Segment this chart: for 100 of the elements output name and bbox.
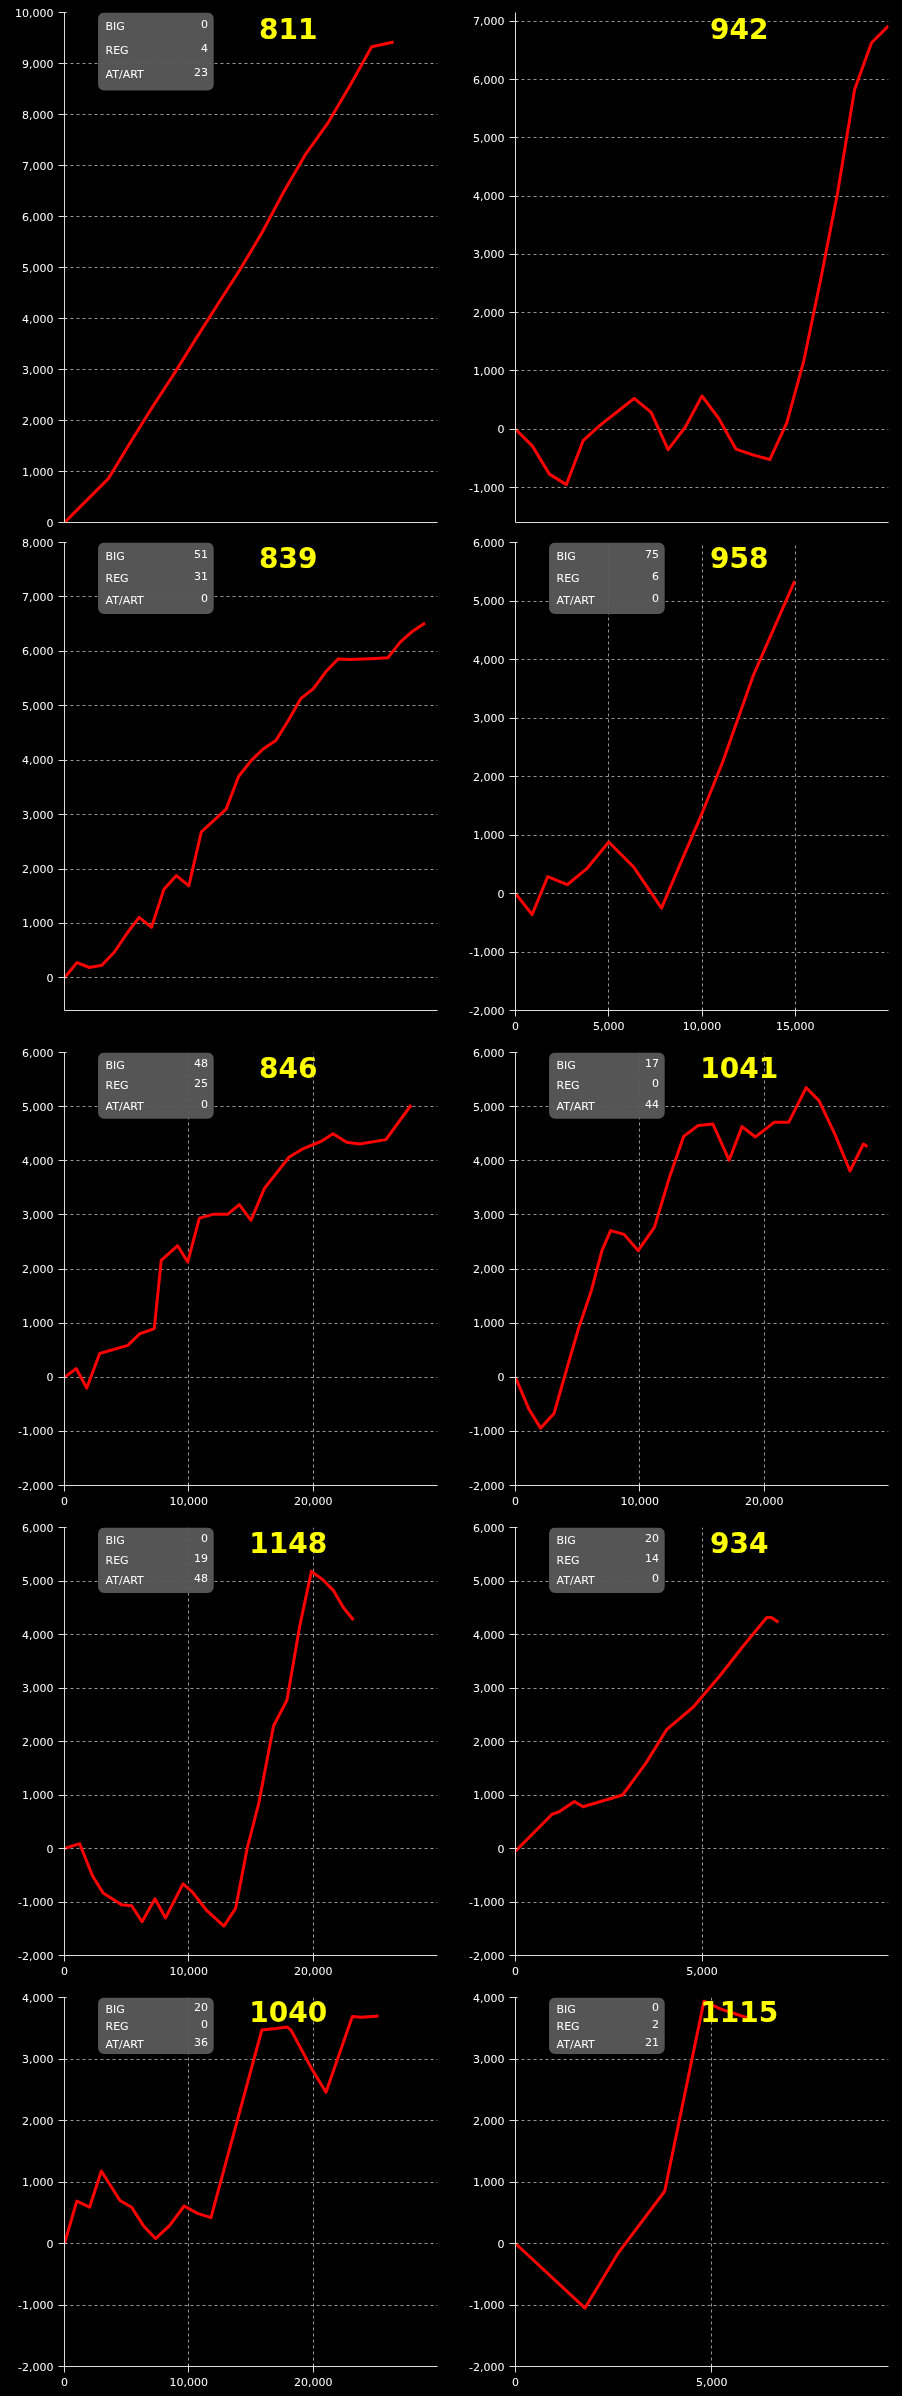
x-tick-label: 20,000 bbox=[293, 1964, 333, 1978]
y-tick-label: 10,000 bbox=[15, 6, 54, 20]
y-tick-label: 0 bbox=[497, 887, 505, 901]
y-tick-label: 5,000 bbox=[22, 699, 54, 713]
annotation: AT/ART bbox=[105, 2037, 144, 2051]
y-tick-label: 4,000 bbox=[473, 653, 505, 667]
y-tick-label: -1,000 bbox=[469, 1425, 505, 1439]
annotation: 0 bbox=[652, 591, 660, 605]
y-tick-label: 6,000 bbox=[22, 210, 54, 224]
line-series bbox=[64, 40, 396, 523]
annotation: 44 bbox=[645, 1097, 660, 1111]
x-tick-label: 10,000 bbox=[682, 1019, 722, 1033]
y-tick-label: 2,000 bbox=[22, 2114, 54, 2128]
x-tick-label: 5,000 bbox=[686, 1964, 718, 1978]
y-tick-label: 3,000 bbox=[473, 1208, 505, 1222]
y-tick-label: 2,000 bbox=[473, 1263, 505, 1276]
y-tick-label: 4,000 bbox=[22, 1991, 54, 2005]
annotation: 51 bbox=[194, 547, 209, 561]
y-tick-label: 2,000 bbox=[473, 1735, 505, 1749]
y-tick-label: 3,000 bbox=[22, 363, 54, 377]
y-tick-label: 0 bbox=[497, 2237, 505, 2251]
y-tick-label: -2,000 bbox=[469, 2360, 505, 2374]
y-tick-label: 1,000 bbox=[473, 1317, 505, 1331]
y-tick-label: 9,000 bbox=[22, 57, 54, 71]
annotation: AT/ART bbox=[105, 1099, 144, 1113]
annotation: BIG bbox=[105, 2003, 125, 2017]
y-tick-label: 5,000 bbox=[473, 1575, 505, 1588]
annotation: BIG bbox=[556, 1058, 576, 1072]
y-tick-label: 4,000 bbox=[22, 754, 54, 768]
y-tick-label: 1,000 bbox=[473, 364, 505, 378]
annotation: AT/ART bbox=[105, 593, 144, 607]
chart-title: 942 bbox=[710, 12, 769, 46]
annotation: REG bbox=[105, 1079, 129, 1093]
y-tick-label: 5,000 bbox=[22, 1100, 54, 1114]
x-tick-label: 10,000 bbox=[620, 1494, 660, 1508]
x-tick-label: 5,000 bbox=[696, 2375, 728, 2389]
y-tick-label: 2,000 bbox=[473, 2114, 505, 2128]
x-tick-label: 0 bbox=[61, 1494, 68, 1508]
y-tick-label: 5,000 bbox=[473, 131, 505, 145]
annotation: 0 bbox=[201, 1531, 209, 1545]
x-tick-label: 10,000 bbox=[169, 1964, 209, 1978]
y-tick-label: 4,000 bbox=[22, 1154, 54, 1168]
y-tick-label: 3,000 bbox=[473, 712, 505, 725]
annotation: 21 bbox=[645, 2035, 660, 2049]
line-series bbox=[64, 1569, 355, 1928]
y-tick-label: 3,000 bbox=[22, 1682, 54, 1695]
annotation: 0 bbox=[201, 2018, 209, 2032]
annotation: 0 bbox=[652, 2001, 660, 2015]
chart-title: 839 bbox=[259, 542, 318, 576]
y-tick-label: 5,000 bbox=[22, 261, 54, 275]
annotation: 25 bbox=[194, 1077, 209, 1091]
y-tick-label: -1,000 bbox=[469, 1896, 505, 1909]
x-tick-label: 0 bbox=[61, 1964, 68, 1978]
y-tick-label: 4,000 bbox=[473, 1991, 505, 2005]
y-tick-label: 5,000 bbox=[473, 1100, 505, 1114]
annotation: REG bbox=[556, 2020, 580, 2034]
y-tick-label: -2,000 bbox=[469, 1949, 505, 1963]
y-tick-label: 2,000 bbox=[22, 414, 54, 428]
y-tick-label: 2,000 bbox=[473, 306, 505, 320]
y-tick-label: -1,000 bbox=[469, 946, 505, 959]
y-tick-label: 4,000 bbox=[22, 1628, 54, 1642]
x-tick-label: 20,000 bbox=[293, 2375, 333, 2389]
y-tick-label: 2,000 bbox=[473, 770, 505, 784]
annotation: 0 bbox=[652, 1572, 660, 1586]
y-tick-label: 4,000 bbox=[473, 1154, 505, 1168]
annotation: 0 bbox=[201, 18, 209, 32]
annotation: 2 bbox=[652, 2018, 660, 2032]
annotation: REG bbox=[556, 1079, 580, 1093]
annotation: BIG bbox=[556, 1533, 576, 1547]
annotation: 0 bbox=[201, 1097, 209, 1111]
chart-title: 811 bbox=[259, 12, 318, 46]
annotation: 6 bbox=[652, 569, 660, 583]
y-tick-label: 6,000 bbox=[22, 1521, 54, 1535]
annotation: 4 bbox=[201, 42, 209, 56]
x-tick-label: 0 bbox=[512, 1019, 519, 1033]
y-tick-label: 6,000 bbox=[473, 536, 505, 550]
y-tick-label: 7,000 bbox=[473, 15, 505, 29]
annotation: REG bbox=[105, 571, 129, 585]
y-tick-label: -2,000 bbox=[18, 1949, 54, 1963]
y-tick-label: 0 bbox=[46, 971, 54, 985]
y-tick-label: 1,000 bbox=[473, 1789, 505, 1802]
y-tick-label: 2,000 bbox=[22, 863, 54, 877]
chart-title: 846 bbox=[259, 1051, 318, 1085]
annotation: 0 bbox=[201, 591, 209, 605]
annotation: 75 bbox=[645, 547, 660, 561]
y-tick-label: 5,000 bbox=[473, 595, 505, 608]
y-tick-label: 3,000 bbox=[22, 808, 54, 822]
line-series bbox=[64, 621, 427, 980]
annotation: AT/ART bbox=[556, 593, 595, 607]
annotation: BIG bbox=[105, 1533, 125, 1547]
y-tick-label: 1,000 bbox=[473, 2176, 505, 2189]
annotation: 0 bbox=[652, 1077, 660, 1091]
y-tick-label: 1,000 bbox=[22, 1789, 54, 1802]
y-tick-label: 4,000 bbox=[473, 1628, 505, 1642]
annotation: BIG bbox=[105, 20, 125, 34]
y-tick-label: 3,000 bbox=[473, 248, 505, 262]
x-tick-label: 10,000 bbox=[169, 1494, 209, 1508]
annotation: AT/ART bbox=[105, 1574, 144, 1588]
x-tick-label: 20,000 bbox=[744, 1494, 784, 1508]
y-tick-label: -2,000 bbox=[469, 1004, 505, 1018]
